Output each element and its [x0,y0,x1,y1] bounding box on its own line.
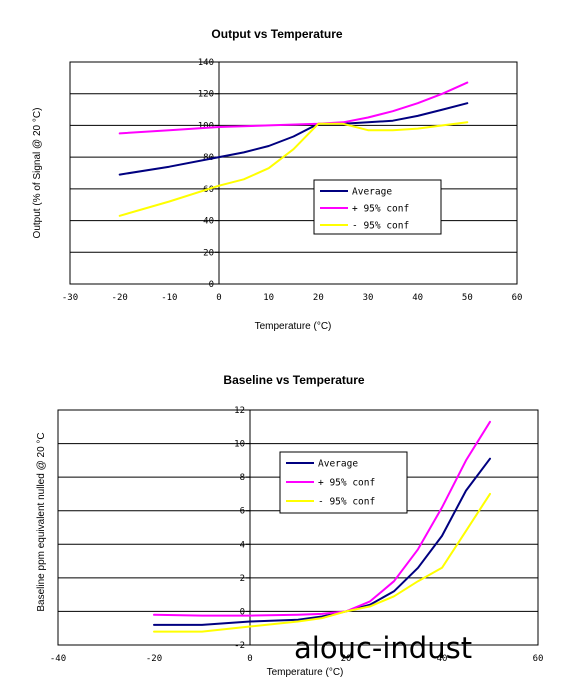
x-tick-label: 50 [462,293,473,303]
x-tick-labels: -30 -20 -10 0 10 20 30 40 50 60 [62,293,523,303]
x-tick-label: 20 [313,293,324,303]
series-line [153,420,491,617]
x-tick-label: 0 [247,654,252,664]
y-axis-label: Output (% of Signal @ 20 °C) [32,108,43,239]
x-tick-label: 60 [512,293,523,303]
legend-label: Average [318,459,358,470]
y-tick-label: 40 [203,217,214,227]
plot-area [57,409,539,646]
x-tick-label: 60 [533,654,544,664]
x-tick-label: -20 [112,293,128,303]
y-tick-label: 8 [240,473,245,483]
x-tick-label: -20 [146,654,162,664]
y-tick-label: 4 [240,540,245,550]
legend-label: + 95% conf [318,478,375,489]
x-axis-label: Temperature (°C) [267,667,344,678]
x-tick-labels: -40 -20 0 20 40 60 [50,654,544,664]
y-tick-label: 20 [203,248,214,258]
legend: Average + 95% conf - 95% conf [279,451,408,514]
y-tick-label: 100 [198,121,214,131]
chart-title: Baseline vs Temperature [223,373,365,387]
legend-label: - 95% conf [318,497,375,508]
y-tick-label: 140 [198,58,214,68]
plot-area [69,61,518,285]
x-tick-label: -40 [50,654,66,664]
y-tick-label: 12 [234,406,245,416]
x-tick-label: 40 [437,654,448,664]
y-tick-label: 0 [240,607,245,617]
x-tick-label: 0 [216,293,221,303]
y-tick-label: 2 [240,574,245,584]
x-tick-label: 10 [263,293,274,303]
y-axis-label: Baseline ppm equivalent nulled @ 20 °C [36,432,47,611]
y-tick-label: 10 [234,440,245,450]
x-tick-label: 40 [412,293,423,303]
y-tick-label: 6 [240,507,245,517]
series-lines [153,420,491,633]
series-line [153,492,491,633]
legend-label: - 95% conf [352,221,409,232]
series-lines [118,81,469,217]
series-line [118,81,469,135]
legend-label: Average [352,187,392,198]
x-axis-label: Temperature (°C) [255,321,332,332]
x-tick-label: -30 [62,293,78,303]
y-tick-labels: -2 0 2 4 6 8 10 12 [234,406,245,651]
y-axis [246,409,251,646]
legend-items: Average + 95% conf - 95% conf [286,459,375,508]
x-tick-label: 30 [363,293,374,303]
y-tick-label: -2 [234,641,245,651]
legend: Average + 95% conf - 95% conf [313,179,442,235]
legend-label: + 95% conf [352,204,409,215]
y-tick-label: 120 [198,90,214,100]
series-line [118,121,469,217]
watermark-text: alouc-indust [294,631,472,665]
chart-title: Output vs Temperature [211,27,342,41]
y-tick-label: 0 [209,280,214,290]
legend-items: Average + 95% conf - 95% conf [320,187,409,232]
x-tick-label: -10 [161,293,177,303]
x-tick-label: 20 [341,654,352,664]
output-vs-temperature-chart: Output vs Temperature 020406080100120140… [32,27,522,332]
